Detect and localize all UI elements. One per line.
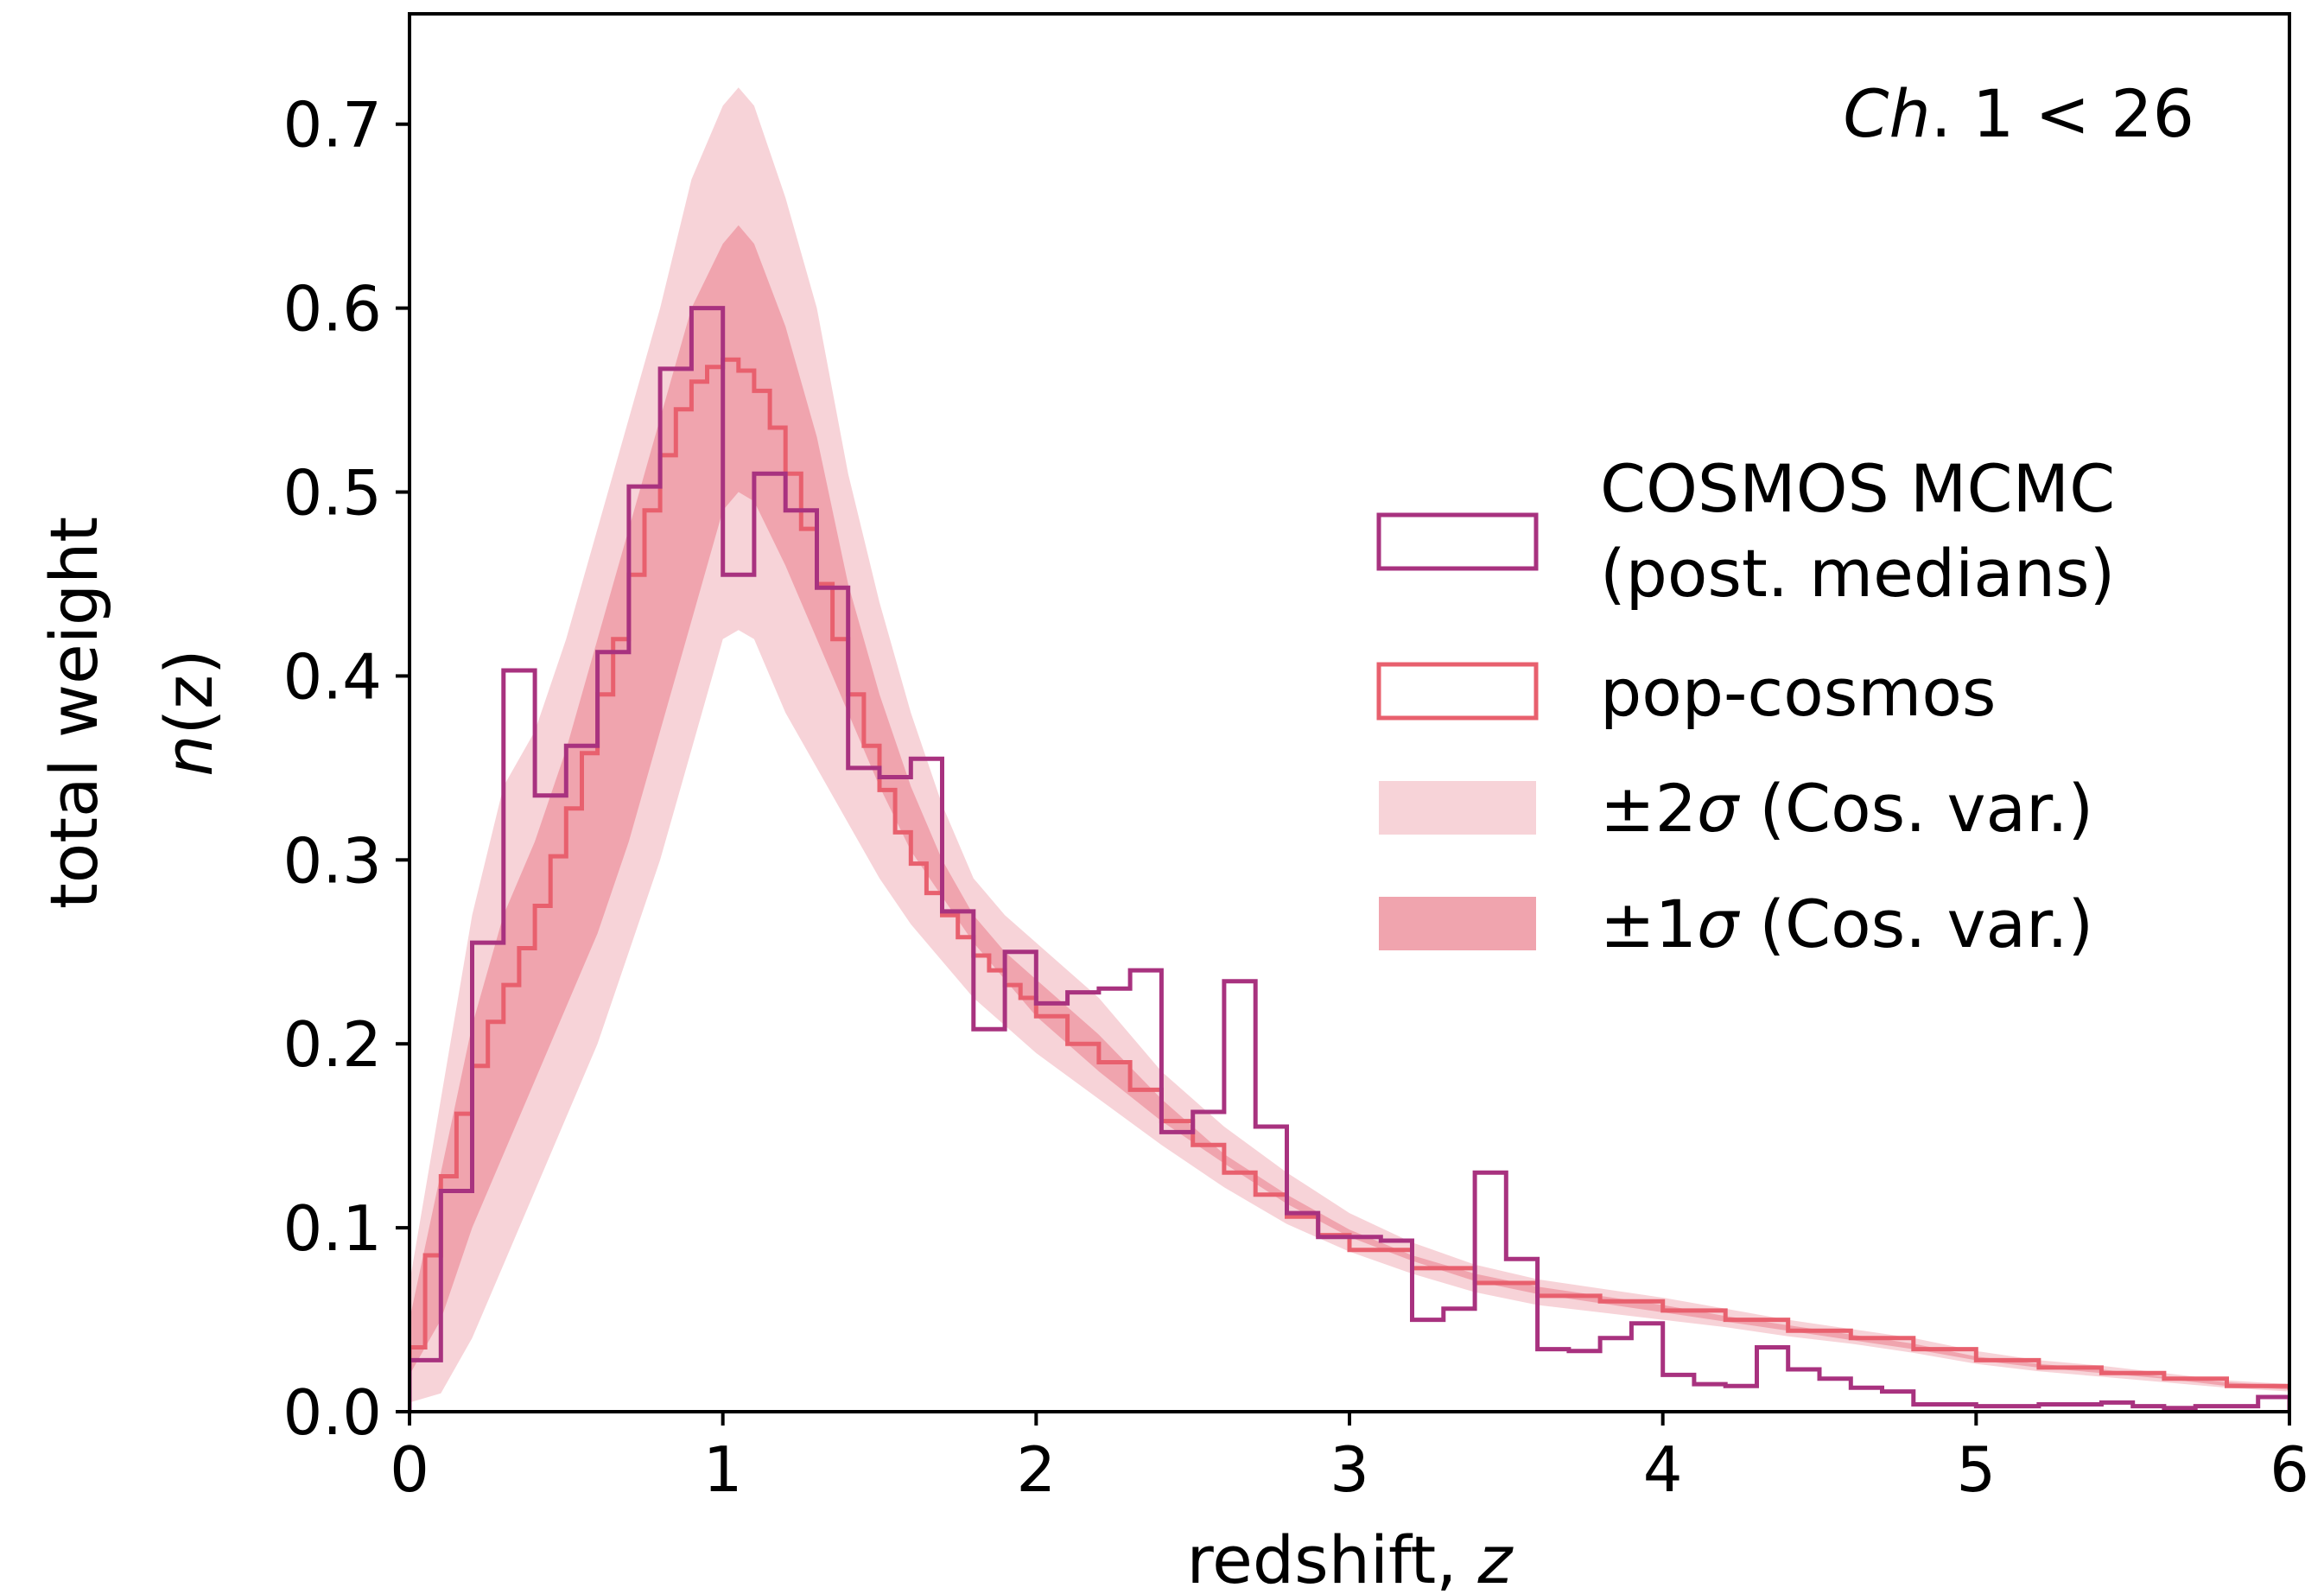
x-tick-label: 6 bbox=[2270, 1433, 2309, 1506]
y-tick-label: 0.6 bbox=[283, 273, 382, 346]
y-tick-label: 0.1 bbox=[283, 1192, 382, 1265]
y-tick-label: 0.4 bbox=[283, 640, 382, 713]
x-tick-label: 2 bbox=[1016, 1433, 1056, 1506]
annotation-rest: . 1 < 26 bbox=[1931, 75, 2194, 152]
x-tick-label: 3 bbox=[1330, 1433, 1369, 1506]
annotation-italic: Ch bbox=[1843, 75, 1930, 152]
pop-cosmos-series bbox=[410, 357, 2289, 1412]
legend-label-2sigma: ±2σ (Cos. var.) bbox=[1600, 770, 2093, 847]
cosmos-mcmc-series bbox=[410, 306, 2289, 1412]
x-axis-label-var: z bbox=[1477, 1521, 1514, 1594]
channel-annotation: Ch. 1 < 26 bbox=[1843, 75, 2194, 152]
x-tick-label: 0 bbox=[390, 1433, 429, 1506]
legend-label-pop-cosmos: pop-cosmos bbox=[1600, 654, 1996, 731]
y-axis-label-arg: (z) bbox=[150, 649, 227, 734]
legend-label-cosmos-line2: (post. medians) bbox=[1600, 535, 2115, 612]
x-tick-label: 4 bbox=[1643, 1433, 1683, 1506]
x-axis-ticks: 0 1 2 3 4 5 6 bbox=[390, 1412, 2309, 1506]
x-tick-label: 1 bbox=[703, 1433, 743, 1506]
legend: COSMOS MCMC (post. medians) pop-cosmos ±… bbox=[1376, 450, 2115, 962]
x-tick-label: 5 bbox=[1956, 1433, 1996, 1506]
y-axis-label-inner: n(z) bbox=[150, 649, 227, 776]
legend-swatch-2sigma bbox=[1379, 781, 1536, 835]
y-axis-label-outer: total weight bbox=[35, 517, 112, 909]
plot-content bbox=[410, 87, 2289, 1412]
legend-label-1sigma: ±1σ (Cos. var.) bbox=[1600, 886, 2093, 962]
legend-swatch-1sigma bbox=[1379, 897, 1536, 950]
legend-label-cosmos-line1: COSMOS MCMC bbox=[1600, 450, 2115, 527]
y-axis-label-var: n bbox=[150, 735, 227, 777]
legend-2sigma-symbol: σ bbox=[1697, 770, 1741, 847]
y-tick-label: 0.0 bbox=[283, 1376, 382, 1449]
legend-swatch-cosmos bbox=[1376, 512, 1539, 571]
x-axis-label: redshift, z bbox=[1187, 1521, 1514, 1594]
legend-swatch-pop-cosmos bbox=[1376, 662, 1539, 721]
legend-1sigma-symbol: σ bbox=[1697, 886, 1741, 962]
y-tick-label: 0.7 bbox=[283, 89, 382, 162]
y-tick-label: 0.2 bbox=[283, 1008, 382, 1081]
y-tick-label: 0.5 bbox=[283, 457, 382, 530]
y-tick-label: 0.3 bbox=[283, 824, 382, 897]
y-axis-ticks: 0.0 0.1 0.2 0.3 0.4 0.5 0.6 0.7 bbox=[283, 89, 410, 1449]
